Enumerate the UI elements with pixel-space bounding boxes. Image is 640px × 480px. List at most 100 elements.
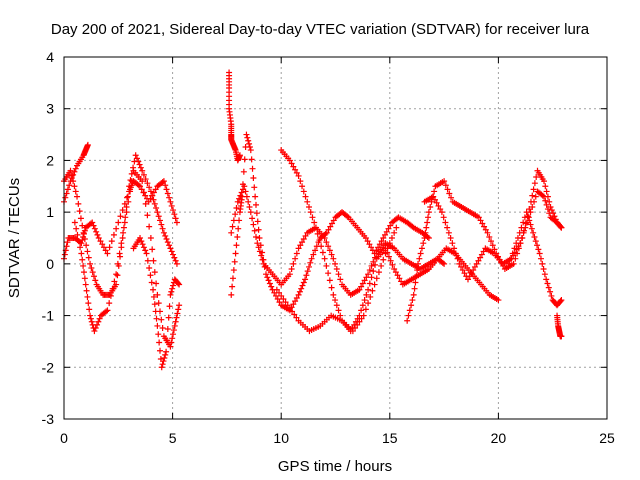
data-point	[144, 257, 151, 264]
data-point	[380, 256, 387, 263]
data-point	[309, 214, 316, 221]
data-point	[439, 259, 446, 266]
data-point	[158, 316, 165, 323]
data-point	[123, 194, 130, 201]
data-point	[160, 229, 167, 236]
data-point	[80, 262, 87, 269]
data-point	[230, 267, 237, 274]
data-point	[323, 262, 330, 269]
x-tick-labels: 0 5 10 15 20 25	[60, 430, 615, 446]
data-point	[250, 175, 257, 182]
data-point	[154, 209, 161, 216]
data-point	[157, 217, 164, 224]
data-point	[67, 167, 74, 174]
data-point	[371, 281, 378, 288]
data-point	[442, 182, 449, 189]
x-tick-label: 5	[169, 430, 177, 446]
data-point	[74, 231, 81, 238]
data-point	[237, 192, 244, 199]
data-point	[73, 225, 80, 232]
data-point	[297, 242, 304, 249]
data-point	[75, 238, 82, 245]
data-point	[442, 219, 449, 226]
data-point	[171, 211, 178, 218]
data-point	[422, 229, 429, 236]
data-point	[349, 328, 356, 335]
data-point	[437, 206, 444, 213]
data-point	[312, 247, 319, 254]
data-point	[276, 299, 283, 306]
data-point	[484, 229, 491, 236]
data-point	[444, 224, 451, 231]
data-point	[366, 267, 373, 274]
data-point	[282, 299, 289, 306]
data-point	[394, 272, 401, 279]
data-point	[71, 168, 78, 175]
data-point	[558, 297, 565, 304]
data-point	[87, 312, 94, 319]
data-point	[325, 270, 332, 277]
grid-lines	[64, 57, 607, 419]
data-point	[363, 274, 370, 281]
data-point	[150, 286, 157, 293]
data-point	[168, 248, 175, 255]
data-point	[70, 178, 77, 185]
data-point	[256, 248, 263, 255]
data-point	[284, 302, 291, 309]
data-point	[398, 278, 405, 285]
data-point	[234, 198, 241, 205]
data-point	[321, 255, 328, 262]
data-point	[537, 255, 544, 262]
data-point	[152, 308, 159, 315]
data-point	[81, 275, 88, 282]
data-point	[146, 184, 153, 191]
data-point	[163, 348, 170, 355]
data-point	[83, 242, 90, 249]
data-point	[376, 241, 383, 248]
data-point	[293, 294, 300, 301]
data-point	[163, 337, 170, 344]
data-point	[286, 305, 293, 312]
data-point	[393, 224, 400, 231]
y-tick-label: -2	[42, 359, 55, 375]
data-point	[544, 206, 551, 213]
data-point	[147, 235, 154, 241]
data-point	[153, 280, 160, 287]
data-point	[526, 206, 533, 213]
data-point	[110, 231, 117, 238]
data-point	[302, 276, 309, 283]
data-point	[247, 147, 254, 154]
data-point	[290, 260, 297, 267]
data-point	[159, 324, 166, 331]
data-point	[148, 279, 155, 286]
data-point	[299, 183, 306, 190]
data-point	[164, 239, 171, 246]
data-point	[329, 220, 336, 227]
data-point	[369, 287, 376, 294]
data-point	[548, 292, 555, 299]
data-point	[71, 219, 78, 226]
data-point	[362, 235, 369, 241]
data-point	[326, 277, 333, 284]
data-point	[140, 171, 147, 178]
data-point	[521, 214, 528, 221]
data-point	[79, 222, 86, 229]
data-point	[229, 283, 236, 290]
data-point	[168, 202, 175, 209]
data-point	[425, 214, 432, 221]
data-point	[92, 324, 99, 331]
data-point	[171, 322, 178, 329]
data-point	[176, 302, 183, 309]
data-point	[255, 226, 262, 233]
data-point	[408, 302, 415, 309]
data-point	[80, 269, 87, 276]
data-point	[245, 137, 252, 144]
data-point	[290, 301, 297, 308]
data-point	[127, 188, 134, 195]
data-point	[135, 158, 142, 165]
y-tick-label: -1	[42, 308, 55, 324]
data-point	[368, 262, 375, 269]
data-point	[126, 183, 133, 190]
data-point	[515, 243, 522, 250]
data-point	[384, 245, 391, 252]
